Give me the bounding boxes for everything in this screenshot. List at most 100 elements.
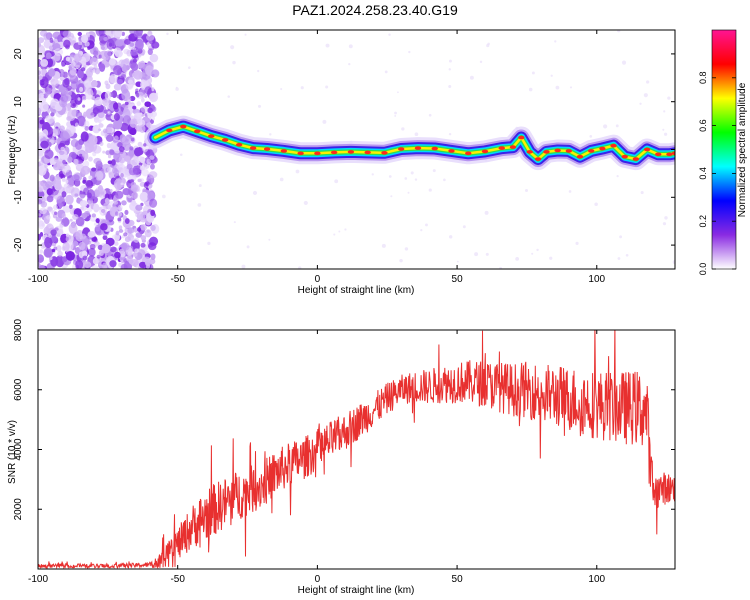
- spectrogram-noise-speck: [131, 191, 139, 200]
- spectrogram-noise-speck: [65, 194, 74, 205]
- snr-y-ticks: 2000 4000 6000 8000: [13, 318, 675, 520]
- spectrogram-noise-speck: [110, 246, 117, 253]
- spectrogram-noise-speck: [100, 45, 105, 51]
- spectrogram-noise-speck: [49, 37, 54, 44]
- spectrogram-peak: [666, 152, 673, 157]
- spectrogram-peak: [509, 145, 517, 149]
- spectrogram-noise-speck: [61, 191, 67, 198]
- spectrogram-peak: [576, 154, 584, 159]
- spectrogram-noise-speck: [129, 146, 134, 151]
- snr-series-line: [38, 330, 675, 569]
- spectrogram-noise-speck: [134, 154, 143, 164]
- spectrogram-noise-speck: [98, 123, 104, 128]
- spectrogram-noise-speck: [50, 112, 55, 117]
- spectrogram-noise-speck: [49, 174, 55, 182]
- snr-y-tick-label: 6000: [13, 378, 24, 401]
- spectrogram-peak: [249, 146, 257, 150]
- spectrogram-noise-speck: [93, 222, 98, 226]
- spectrogram-faint-speck: [175, 87, 179, 91]
- spectrogram-noise-speck: [72, 213, 79, 221]
- spectrogram-noise-speck: [84, 88, 94, 100]
- spectrogram-noise-speck: [103, 109, 109, 114]
- spectrogram-noise-speck: [96, 254, 101, 259]
- spectrogram-noise-speck: [112, 30, 119, 38]
- spectrogram-faint-speck: [197, 203, 202, 207]
- spectrogram-noise-speck: [124, 38, 131, 45]
- spectrogram-faint-speck: [643, 93, 648, 98]
- spectrogram-faint-speck: [667, 96, 671, 100]
- spectrogram-noise-speck: [122, 108, 131, 120]
- spectrogram-noise-speck: [144, 259, 151, 267]
- spectrogram-faint-speck: [404, 247, 409, 251]
- spectrogram-noise-speck: [120, 59, 130, 73]
- spectrogram-noise-speck: [82, 104, 86, 108]
- spectrogram-peak: [465, 151, 472, 156]
- spectrogram-noise-speck: [120, 173, 124, 178]
- spectrogram-noise-speck: [47, 233, 53, 239]
- spectrogram-faint-speck: [625, 253, 629, 257]
- spectrogram-faint-speck: [531, 71, 535, 75]
- spectrogram-noise-speck: [114, 251, 121, 259]
- spectrogram-noise-speck: [50, 78, 59, 87]
- spectrogram-noise-speck: [55, 216, 63, 222]
- spectrogram-noise-speck: [118, 155, 126, 164]
- spectrogram-noise-speck: [150, 163, 155, 170]
- spectrogram-noise-speck: [117, 217, 122, 222]
- spectrogram-noise-speck: [107, 160, 113, 165]
- spectrogram-noise-speck: [100, 223, 108, 231]
- spectrogram-faint-speck: [410, 171, 414, 175]
- spectrogram-noise-speck: [95, 226, 102, 234]
- spectrogram-noise-speck: [82, 176, 87, 183]
- spectrogram-noise-speck: [38, 132, 44, 139]
- spectrogram-noise-speck: [151, 69, 160, 78]
- spectrogram-faint-speck: [663, 110, 666, 113]
- spectrogram-faint-speck: [269, 133, 272, 136]
- spectrogram-noise-speck: [53, 204, 58, 211]
- spectrogram-noise-speck: [113, 113, 120, 121]
- spectrogram-noise-speck: [149, 155, 155, 160]
- spectrogram-noise-speck: [67, 109, 76, 121]
- spectrogram-noise-speck: [92, 257, 99, 265]
- spectrogram-noise-speck: [143, 81, 148, 87]
- spectrogram-noise-speck: [83, 79, 91, 88]
- spectrogram-noise-speck: [134, 248, 139, 254]
- spectrogram-noise-speck: [84, 210, 90, 217]
- spectrogram-faint-speck: [663, 132, 668, 136]
- spectrogram-noise-speck: [86, 33, 91, 38]
- spectrogram-noise-speck: [39, 249, 44, 254]
- spectrogram-noise-speck: [130, 49, 138, 56]
- spectrogram-x-ticks: -100 -50 0 50 100: [28, 30, 606, 285]
- spectrogram-noise-speck: [61, 212, 67, 219]
- snr-x-label: Height of straight line (km): [298, 585, 415, 596]
- spectrogram-noise-speck: [62, 205, 71, 213]
- spectrogram-noise-speck: [70, 187, 81, 198]
- spectrogram-faint-speck: [568, 190, 572, 193]
- snr-x-tick-label: 100: [588, 574, 605, 585]
- spectrogram-noise-speck: [107, 110, 111, 115]
- spectrogram-faint-speck: [485, 252, 489, 256]
- spectrogram-noise-speck: [46, 195, 54, 203]
- spectrogram-faint-speck: [298, 266, 302, 269]
- spectrogram-faint-speck: [549, 256, 553, 260]
- spectrogram-noise-speck: [137, 227, 142, 233]
- spectrogram-noise-speck: [54, 48, 64, 57]
- spectrogram-noise-speck: [146, 78, 152, 86]
- spectrogram-noise-speck: [121, 200, 127, 206]
- spectrogram-peak: [180, 124, 187, 129]
- spectrogram-noise-speck: [133, 227, 138, 233]
- snr-x-tick-label: 0: [315, 574, 321, 585]
- spectrogram-noise-speck: [54, 128, 61, 136]
- spectrogram-noise-speck: [118, 146, 125, 152]
- spectrogram-faint-speck: [554, 40, 557, 43]
- spectrogram-noise-speck: [151, 86, 155, 92]
- spectrogram-noise-speck: [124, 236, 131, 243]
- spectrogram-noise-speck: [87, 230, 96, 238]
- spectrogram-faint-speck: [381, 243, 386, 248]
- spectrogram-noise-speck: [149, 53, 159, 63]
- spectrogram-noise-speck: [39, 101, 49, 113]
- spectrogram-noise-speck: [40, 140, 49, 149]
- spectrogram-peak: [543, 150, 550, 154]
- spectrogram-noise-speck: [107, 154, 112, 159]
- spectrogram-noise-speck: [56, 245, 62, 252]
- spectrogram-noise-speck: [38, 180, 45, 193]
